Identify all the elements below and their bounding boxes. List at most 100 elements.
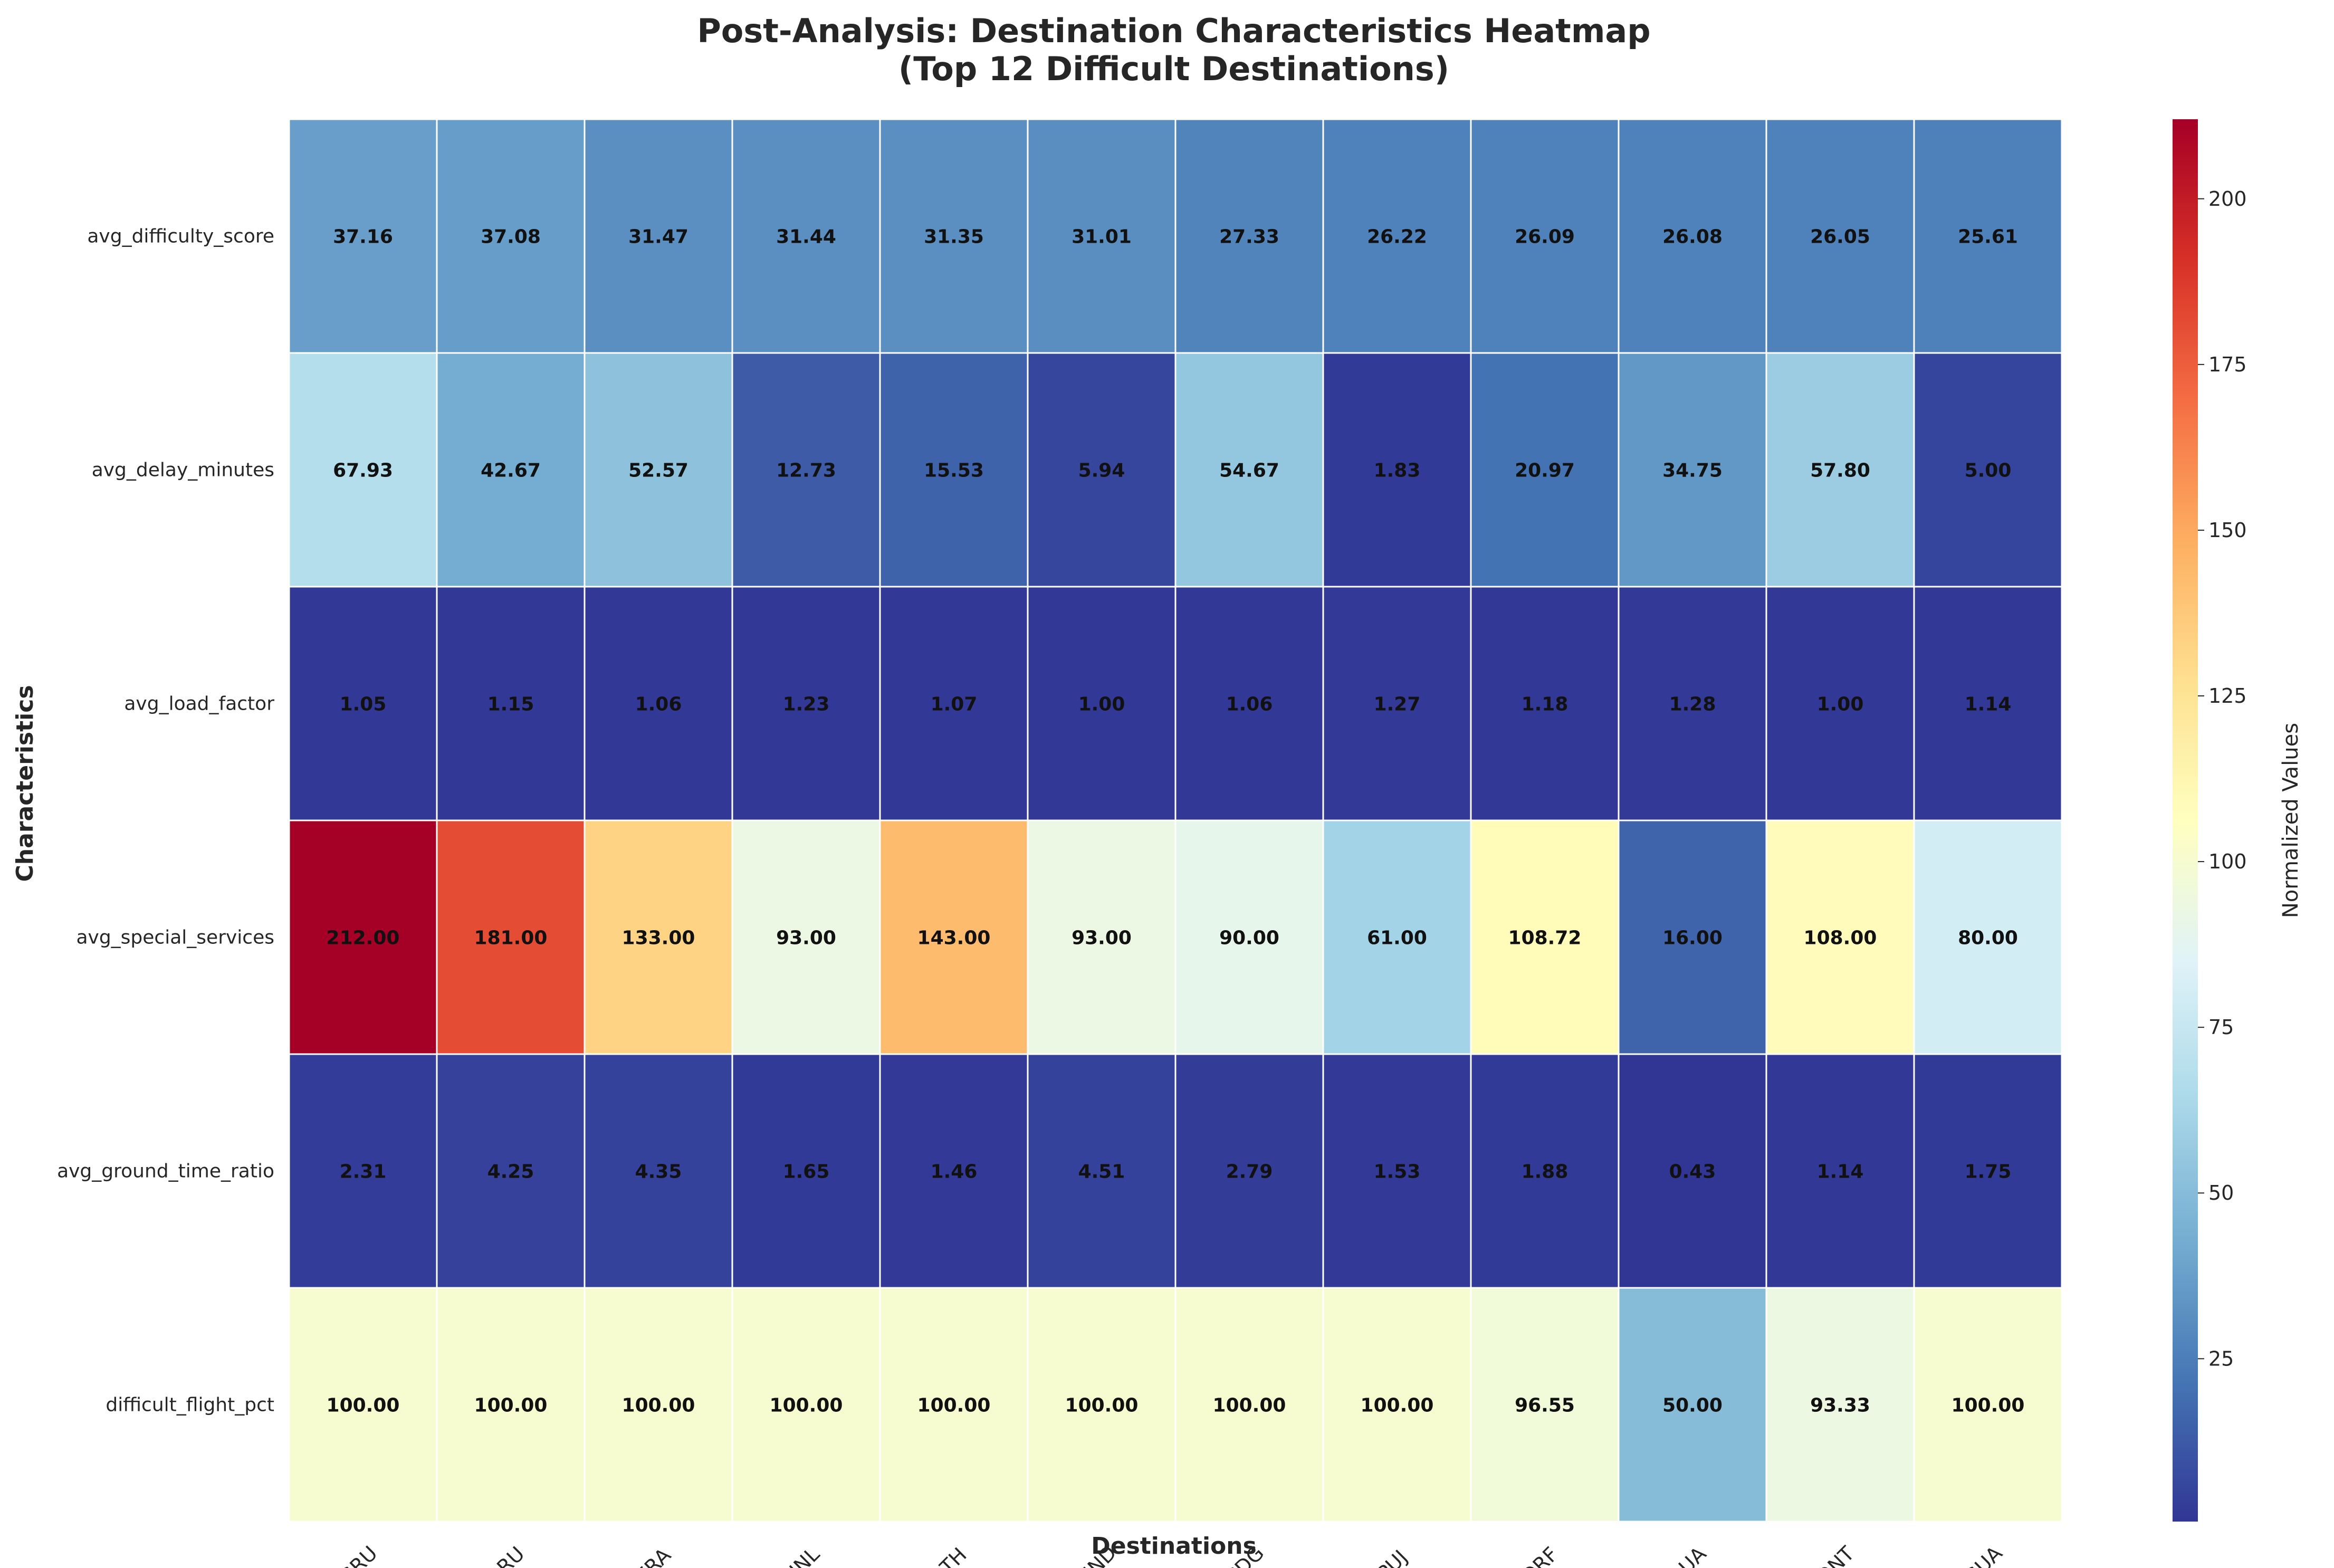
cell-value-label: 212.00 — [327, 928, 400, 949]
cell-value-label: 15.53 — [924, 460, 984, 482]
heatmap-cell — [288, 586, 438, 821]
heatmap-cell — [1765, 352, 1915, 588]
cell-value-label: 100.00 — [1213, 1395, 1286, 1417]
heatmap-cell — [1322, 118, 1472, 354]
y-tick-label: avg_delay_minutes — [92, 460, 274, 481]
cell-value-label: 31.35 — [924, 226, 984, 248]
x-tick-label: HNL — [779, 1543, 824, 1568]
colorbar-label: Normalized Values — [2279, 723, 2303, 918]
heatmap-cell — [1765, 1287, 1915, 1523]
heatmap-cell — [1913, 1287, 2063, 1523]
heatmap-cell — [288, 1053, 438, 1289]
heatmap-cell — [1174, 1053, 1324, 1289]
cell-value-label: 1.15 — [487, 694, 534, 715]
heatmap-value-labels: 37.16 37.08 31.47 31.44 31.35 31.01 27.33 26.22… — [327, 226, 2025, 1417]
cell-value-label: 26.09 — [1515, 226, 1575, 248]
cell-value-label: 26.05 — [1810, 226, 1870, 248]
cell-value-label: 16.00 — [1662, 928, 1723, 949]
heatmap-cell — [1470, 352, 1620, 588]
cell-value-label: 2.31 — [340, 1161, 387, 1183]
cell-value-label: 1.83 — [1374, 460, 1421, 482]
cell-value-label: 42.67 — [481, 460, 541, 482]
y-tick-label: avg_load_factor — [124, 693, 274, 715]
y-tick-label: avg_ground_time_ratio — [57, 1161, 274, 1182]
chart-title: Post-Analysis: Destination Characteristi… — [697, 12, 1650, 50]
heatmap-cell — [731, 352, 881, 588]
heatmap-cell — [1027, 118, 1176, 354]
cell-value-label: 27.33 — [1219, 226, 1279, 248]
colorbar-tick-label: 200 — [2208, 187, 2247, 211]
heatmap-cell — [731, 118, 881, 354]
heatmap-cell — [288, 1287, 438, 1523]
cell-value-label: 1.75 — [1965, 1161, 2012, 1183]
cell-value-label: 1.28 — [1669, 694, 1716, 715]
heatmap-cell — [1765, 1053, 1915, 1289]
heatmap-cell — [879, 1053, 1029, 1289]
cell-value-label: 12.73 — [776, 460, 836, 482]
heatmap-cell — [1913, 352, 2063, 588]
cell-value-label: 4.51 — [1078, 1161, 1125, 1183]
y-tick-label: avg_special_services — [76, 927, 274, 949]
cell-value-label: 108.72 — [1508, 928, 1582, 949]
cell-value-label: 2.79 — [1226, 1161, 1273, 1183]
cell-value-label: 133.00 — [622, 928, 695, 949]
heatmap-cell — [879, 352, 1029, 588]
heatmap-cell — [1618, 118, 1767, 354]
cell-value-label: 1.00 — [1078, 694, 1125, 715]
cell-value-label: 108.00 — [1804, 928, 1877, 949]
cell-value-label: 1.00 — [1817, 694, 1864, 715]
heatmap-cell — [1027, 352, 1176, 588]
cell-value-label: 61.00 — [1367, 928, 1427, 949]
chart-subtitle: (Top 12 Difficult Destinations) — [898, 50, 1449, 88]
heatmap-cell — [436, 1287, 586, 1523]
heatmap-cell — [879, 118, 1029, 354]
colorbar — [2173, 119, 2198, 1522]
cell-value-label: 1.88 — [1522, 1161, 1568, 1183]
cell-value-label: 100.00 — [622, 1395, 695, 1417]
heatmap-cell — [1470, 1287, 1620, 1523]
colorbar-tick-label: 25 — [2208, 1347, 2234, 1370]
heatmap-cell — [1765, 586, 1915, 821]
heatmap-cell — [1913, 118, 2063, 354]
cell-value-label: 37.16 — [333, 226, 393, 248]
cell-value-label: 25.61 — [1958, 226, 2018, 248]
cell-value-label: 26.22 — [1367, 226, 1427, 248]
heatmap-cell — [584, 118, 733, 354]
heatmap-cell — [731, 819, 881, 1055]
heatmap-cell — [288, 352, 438, 588]
cell-value-label: 1.14 — [1965, 694, 2012, 715]
heatmap-cell — [584, 1053, 733, 1289]
cell-value-label: 57.80 — [1810, 460, 1870, 482]
heatmap-cell — [1618, 352, 1767, 588]
cell-value-label: 26.08 — [1662, 226, 1723, 248]
cell-value-label: 100.00 — [1952, 1395, 2025, 1417]
colorbar-tick-label: 125 — [2208, 684, 2247, 707]
cell-value-label: 1.23 — [783, 694, 830, 715]
y-tick-label: difficult_flight_pct — [106, 1394, 274, 1416]
cell-value-label: 54.67 — [1219, 460, 1279, 482]
x-tick-label: PUJ — [1372, 1545, 1412, 1568]
cell-value-label: 100.00 — [917, 1395, 991, 1417]
x-tick-label: FRA — [632, 1544, 676, 1568]
heatmap-cell — [584, 1287, 733, 1523]
y-axis-tick-labels: avg_difficulty_score avg_delay_minutesavg… — [57, 226, 274, 1416]
cell-value-label: 100.00 — [770, 1395, 843, 1417]
heatmap-cell — [436, 118, 586, 354]
cell-value-label: 1.18 — [1522, 694, 1568, 715]
cell-value-label: 67.93 — [333, 460, 393, 482]
cell-value-label: 93.33 — [1810, 1395, 1870, 1417]
cell-value-label: 1.65 — [783, 1161, 830, 1183]
heatmap-cell — [584, 586, 733, 821]
cell-value-label: 1.53 — [1374, 1161, 1421, 1183]
cell-value-label: 0.43 — [1669, 1161, 1716, 1183]
heatmap-cell — [1174, 1287, 1324, 1523]
colorbar-tick-label: 175 — [2208, 353, 2247, 376]
cell-value-label: 96.55 — [1515, 1395, 1575, 1417]
cell-value-label: 1.06 — [635, 694, 682, 715]
heatmap-cell — [1322, 1287, 1472, 1523]
cell-value-label: 1.46 — [931, 1161, 978, 1183]
colorbar-tick-label: 50 — [2208, 1181, 2234, 1204]
heatmap-cell — [1618, 819, 1767, 1055]
heatmap-cell — [1027, 1287, 1176, 1523]
